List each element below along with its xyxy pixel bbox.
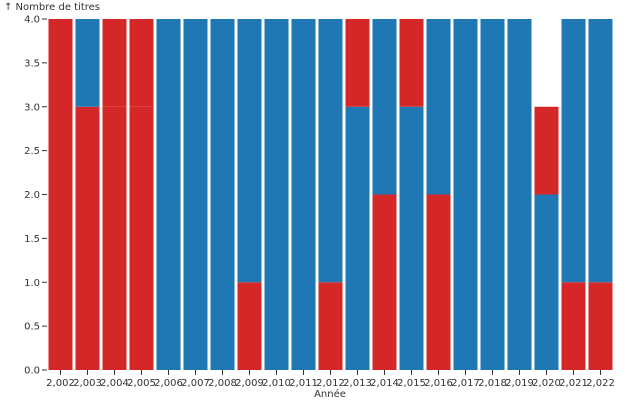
bar-segment [480, 19, 505, 370]
bar-segment [75, 19, 100, 107]
x-tick-label: 2,015 [397, 378, 426, 389]
bar-segment [318, 19, 343, 283]
y-tick-label: 0.0 [24, 366, 40, 377]
bar-segment [588, 19, 613, 283]
x-tick-label: 2,005 [127, 378, 156, 389]
bar-segment [291, 19, 316, 370]
x-tick-label: 2,019 [505, 378, 534, 389]
x-tick-label: 2,003 [73, 378, 102, 389]
bar-segment [183, 19, 208, 370]
x-tick-label: 2,022 [586, 378, 615, 389]
bar-segment [399, 106, 424, 370]
bar-segment [345, 106, 370, 370]
x-axis: 2,0022,0032,0042,0052,0062,0072,0082,009… [46, 370, 615, 389]
bar-segment [426, 194, 451, 370]
x-tick-label: 2,011 [289, 378, 318, 389]
x-tick-label: 2,002 [46, 378, 75, 389]
bar-segment [129, 106, 154, 370]
bar-segment [102, 106, 127, 370]
y-tick-label: 3.0 [24, 102, 40, 113]
bar-segment [534, 106, 559, 195]
x-tick-label: 2,017 [451, 378, 480, 389]
bar-segment [237, 19, 262, 283]
y-tick-label: 0.5 [24, 322, 40, 333]
x-tick-label: 2,010 [262, 378, 291, 389]
bar-segment [102, 19, 127, 107]
y-tick-label: 2.5 [24, 146, 40, 157]
y-tick-label: 1.0 [24, 278, 40, 289]
x-tick-label: 2,007 [181, 378, 210, 389]
bar-segment [129, 19, 154, 107]
bar-segment [561, 19, 586, 283]
bar-segment [426, 19, 451, 195]
bar-segment [75, 106, 100, 370]
x-tick-label: 2,014 [370, 378, 399, 389]
bar-segment [507, 19, 532, 370]
y-tick-label: 4.0 [24, 15, 40, 26]
y-tick-label: 1.5 [24, 234, 40, 245]
x-tick-label: 2,004 [100, 378, 129, 389]
bar-segment [48, 19, 73, 370]
bars [48, 19, 613, 370]
bar-segment [372, 19, 397, 195]
bar-segment [156, 19, 181, 370]
bar-segment [318, 282, 343, 370]
x-tick-label: 2,013 [343, 378, 372, 389]
bar-segment [453, 19, 478, 370]
x-tick-label: 2,009 [235, 378, 264, 389]
bar-segment [237, 282, 262, 370]
bar-segment [210, 19, 235, 370]
y-axis-title: ↑ Nombre de titres [4, 2, 100, 13]
y-axis: 0.0 0.5 1.0 1.5 2.0 2.5 3.0 3.5 4.0 [24, 15, 47, 377]
x-tick-label: 2,012 [316, 378, 345, 389]
bar-segment [264, 19, 289, 370]
bar-segment [534, 194, 559, 370]
x-tick-label: 2,018 [478, 378, 507, 389]
bar-segment [345, 19, 370, 107]
x-tick-label: 2,008 [208, 378, 237, 389]
x-tick-label: 2,020 [532, 378, 561, 389]
bar-segment [372, 194, 397, 370]
bar-segment [561, 282, 586, 370]
y-tick-label: 2.0 [24, 190, 40, 201]
x-tick-label: 2,006 [154, 378, 183, 389]
y-tick-label: 3.5 [24, 58, 40, 69]
x-tick-label: 2,021 [559, 378, 588, 389]
x-tick-label: 2,016 [424, 378, 453, 389]
bar-segment [399, 19, 424, 107]
x-axis-title: Année [314, 388, 346, 400]
bar-segment [588, 282, 613, 370]
